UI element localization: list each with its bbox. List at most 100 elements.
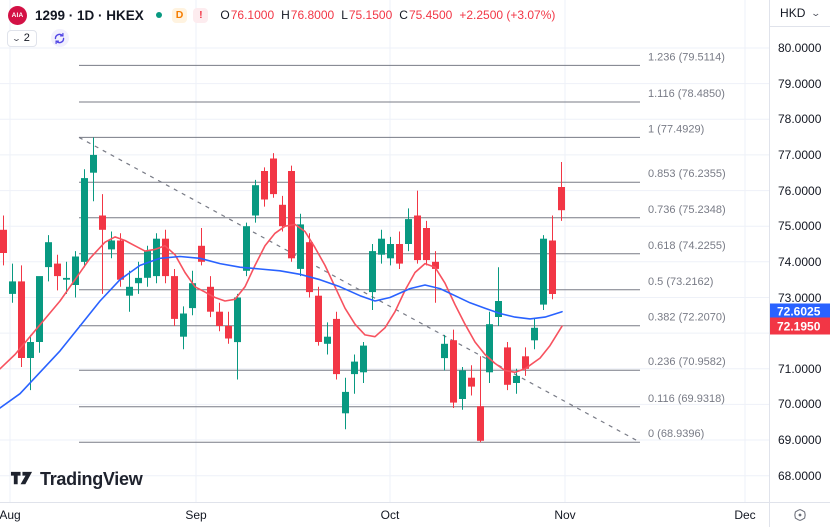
time-axis[interactable]: Aug Sep Oct Nov Dec	[0, 502, 769, 527]
candle-body	[108, 240, 115, 250]
high-label: H	[281, 8, 290, 22]
candle-body	[468, 377, 475, 387]
ma-line	[0, 255, 563, 409]
candle-body	[378, 238, 385, 255]
refresh-button[interactable]	[50, 29, 69, 47]
last-price-badge: 72.6025	[770, 303, 830, 321]
price-tick-label: 80.0000	[778, 41, 822, 55]
candle-body	[459, 370, 466, 399]
candle-body	[225, 326, 232, 339]
candle-body	[342, 391, 349, 414]
candle-body	[54, 263, 61, 277]
symbol-title[interactable]: 1299 · 1D · HKEX	[35, 7, 144, 23]
watermark-text: TradingView	[40, 469, 143, 489]
candle-body	[36, 276, 43, 342]
candle-body	[288, 171, 295, 259]
price-axis[interactable]: HKD ⌄ 80.0000 79.0000 78.0000 77.0000 76.000…	[769, 0, 830, 502]
candle-body	[495, 301, 502, 317]
symbol-toolbar: AIA 1299 · 1D · HKEX D ! O76.1000 H76.80…	[8, 5, 555, 25]
fib-level-label: 0 (68.9396)	[648, 428, 704, 440]
candle-body	[99, 215, 106, 230]
price-tick-label: 76.0000	[778, 183, 822, 198]
candle-body	[63, 277, 70, 280]
candle-body	[72, 256, 79, 285]
currency-selector[interactable]: HKD ⌄	[770, 0, 830, 27]
candle-body	[270, 158, 277, 195]
price-tick-label: 77.0000	[778, 147, 822, 162]
candle-body	[153, 238, 160, 277]
chevron-down-icon: ⌄	[11, 33, 22, 43]
market-status-dot	[155, 12, 162, 18]
candle-body	[441, 343, 448, 359]
candle-body	[9, 281, 16, 294]
fib-level-label: 1.236 (79.5114)	[648, 51, 725, 63]
tradingview-logo-icon	[10, 468, 33, 491]
candle-body	[117, 240, 124, 280]
candle-body	[81, 178, 88, 262]
indicator-count: 2	[23, 32, 30, 44]
time-tick-label: Dec	[734, 508, 756, 522]
candle-body	[45, 242, 52, 268]
indicator-count-button[interactable]: ⌄ 2	[7, 29, 37, 47]
low-value: 75.1500	[348, 8, 393, 22]
chart-plot-area[interactable]: 1.236 (79.5114) 1.116 (78.4850) 1 (77.4929…	[0, 0, 769, 502]
candle-body	[0, 229, 7, 253]
close-value: 75.4500	[408, 8, 453, 22]
time-tick-label: Nov	[554, 508, 576, 522]
fib-level-label: 1 (77.4929)	[648, 123, 704, 135]
fib-level-label: 0.116 (69.9318)	[648, 393, 725, 405]
candle-body	[135, 277, 142, 284]
currency-label: HKD	[780, 6, 806, 20]
high-value: 76.8000	[290, 8, 335, 22]
candle-body	[513, 375, 520, 383]
candle-body	[189, 283, 196, 309]
candle-body	[261, 171, 268, 200]
chevron-down-icon: ⌄	[810, 7, 822, 18]
candle-body	[252, 185, 259, 216]
price-tick-label: 70.0000	[778, 397, 822, 412]
price-tick-label: 68.0000	[778, 468, 822, 483]
candle-body	[432, 261, 439, 269]
low-label: L	[341, 8, 348, 22]
fib-level-label: 0.236 (70.9582)	[648, 356, 726, 368]
candle-body	[90, 154, 97, 173]
fib-level-label: 0.618 (74.2255)	[648, 240, 726, 252]
candle-body	[414, 215, 421, 261]
candle-body	[504, 347, 511, 385]
ma-line	[0, 223, 563, 374]
candle-body	[333, 318, 340, 375]
candle-body	[27, 342, 34, 358]
time-tick-label: Aug	[0, 508, 21, 522]
candle-body	[216, 311, 223, 326]
price-tick-label: 78.0000	[778, 112, 822, 127]
candle-body	[405, 219, 412, 244]
symbol-logo[interactable]: AIA	[8, 5, 27, 25]
axis-settings-corner[interactable]	[769, 502, 830, 527]
candle-body	[351, 361, 358, 375]
price-tick-label: 69.0000	[778, 433, 822, 447]
time-tick-label: Sep	[185, 508, 207, 522]
candle-body	[477, 406, 484, 441]
candle-body	[126, 286, 133, 296]
ohlc-values: O76.1000 H76.8000 L75.1500 C75.4500 +2.2…	[220, 8, 555, 22]
candle-body	[234, 297, 241, 343]
candle-body	[243, 226, 250, 271]
interval-badge[interactable]: D	[171, 7, 188, 23]
candle-body	[549, 240, 556, 294]
time-tick-label: Oct	[380, 508, 400, 522]
candle-body	[306, 242, 313, 293]
indicator-toolbar: ⌄ 2	[7, 29, 69, 47]
alert-badge[interactable]: !	[193, 7, 209, 23]
candle-body	[558, 187, 565, 211]
candle-body	[396, 244, 403, 264]
last-price-badge: 72.1950	[770, 317, 830, 335]
candle-body	[18, 281, 25, 358]
gear-icon	[794, 509, 806, 521]
price-tick-label: 73.0000	[778, 290, 822, 305]
fib-level-label: 0.853 (76.2355)	[648, 168, 726, 180]
fib-level-label: 1.116 (78.4850)	[648, 88, 725, 100]
candle-body	[207, 286, 214, 312]
candle-body	[180, 313, 187, 337]
open-value: 76.1000	[230, 8, 275, 22]
